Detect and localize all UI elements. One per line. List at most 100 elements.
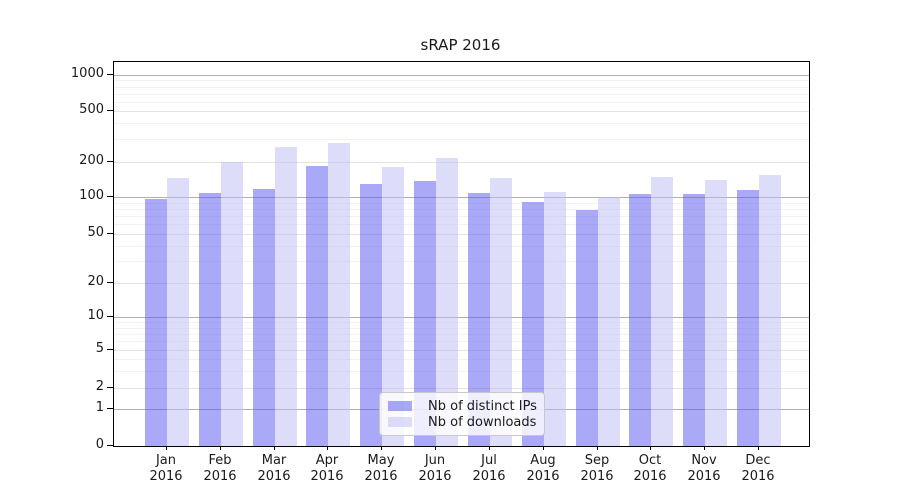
y-tick-mark-500 xyxy=(107,110,113,111)
y-tick-label-2: 2 xyxy=(95,379,104,394)
y-tick-mark-0 xyxy=(107,445,113,446)
gridline-600 xyxy=(114,102,809,103)
gridline-30 xyxy=(114,261,809,262)
gridline-80 xyxy=(114,209,809,210)
bar-s0-may xyxy=(360,184,382,446)
legend-label-distinct-ips: Nb of distinct IPs xyxy=(428,398,537,414)
legend-label-downloads: Nb of downloads xyxy=(428,414,537,430)
gridline-6 xyxy=(114,341,809,342)
gridline-2 xyxy=(114,388,809,389)
gridline-300 xyxy=(114,139,809,140)
gridline-4 xyxy=(114,359,809,360)
x-tick-label-sep: Sep 2016 xyxy=(580,453,614,484)
y-tick-label-10: 10 xyxy=(87,308,104,323)
bar-s0-sep xyxy=(576,210,598,446)
y-tick-label-5: 5 xyxy=(95,341,104,356)
gridline-400 xyxy=(114,123,809,124)
bar-s0-jun xyxy=(414,181,436,446)
gridline-9 xyxy=(114,322,809,323)
x-tick-label-oct: Oct 2016 xyxy=(633,453,667,484)
x-tick-mark-nov xyxy=(704,446,705,450)
y-tick-label-1: 1 xyxy=(95,400,104,415)
gridline-5 xyxy=(114,350,809,351)
y-tick-mark-200 xyxy=(107,161,113,162)
bar-s1-jun xyxy=(436,158,458,446)
gridline-60 xyxy=(114,224,809,225)
gridline-70 xyxy=(114,216,809,217)
x-tick-label-dec: Dec 2016 xyxy=(741,453,775,484)
bar-s1-nov xyxy=(705,180,727,446)
bar-s1-mar xyxy=(275,147,297,446)
gridline-800 xyxy=(114,87,809,88)
x-tick-mark-may xyxy=(381,446,382,450)
x-tick-mark-jul xyxy=(489,446,490,450)
bar-s0-mar xyxy=(253,189,275,446)
gridline-50 xyxy=(114,234,809,235)
x-tick-label-may: May 2016 xyxy=(364,453,398,484)
gridline-900 xyxy=(114,80,809,81)
x-tick-mark-apr xyxy=(327,446,328,450)
gridline-40 xyxy=(114,246,809,247)
bar-s1-feb xyxy=(221,162,243,446)
y-tick-mark-100 xyxy=(107,196,113,197)
y-tick-label-500: 500 xyxy=(79,102,104,117)
x-tick-label-jan: Jan 2016 xyxy=(149,453,183,484)
y-tick-mark-2 xyxy=(107,387,113,388)
bar-s1-jul xyxy=(490,178,512,446)
y-tick-label-200: 200 xyxy=(79,153,104,168)
x-tick-mark-mar xyxy=(274,446,275,450)
bar-s0-jan xyxy=(145,199,167,446)
y-tick-mark-10 xyxy=(107,316,113,317)
x-tick-mark-jan xyxy=(166,446,167,450)
plot-area: Nb of distinct IPs Nb of downloads xyxy=(113,61,810,447)
x-tick-label-nov: Nov 2016 xyxy=(687,453,721,484)
gridline-500 xyxy=(114,111,809,112)
y-tick-mark-20 xyxy=(107,282,113,283)
gridline-700 xyxy=(114,94,809,95)
legend-item-distinct-ips: Nb of distinct IPs xyxy=(388,398,537,414)
y-tick-label-100: 100 xyxy=(79,188,104,203)
bar-s1-aug xyxy=(544,192,566,446)
x-tick-label-jun: Jun 2016 xyxy=(418,453,452,484)
y-tick-mark-5 xyxy=(107,349,113,350)
chart-title: sRAP 2016 xyxy=(420,36,501,54)
gridline-3 xyxy=(114,371,809,372)
gridline-8 xyxy=(114,328,809,329)
bar-s0-aug xyxy=(522,202,544,446)
bar-s0-nov xyxy=(683,194,705,446)
bar-s0-apr xyxy=(306,166,328,446)
y-tick-label-50: 50 xyxy=(87,225,104,240)
gridline-10 xyxy=(114,317,809,318)
x-tick-mark-dec xyxy=(758,446,759,450)
bar-s1-jan xyxy=(167,178,189,446)
x-tick-label-apr: Apr 2016 xyxy=(310,453,344,484)
x-tick-label-feb: Feb 2016 xyxy=(203,453,237,484)
y-tick-label-1000: 1000 xyxy=(70,66,104,81)
bar-s0-oct xyxy=(629,194,651,446)
bar-s0-dec xyxy=(737,190,759,446)
legend-swatch-downloads-icon xyxy=(388,417,412,427)
y-tick-mark-1 xyxy=(107,408,113,409)
y-tick-mark-1000 xyxy=(107,74,113,75)
bar-s1-may xyxy=(382,167,404,446)
bar-s1-sep xyxy=(598,197,620,446)
gridline-1000 xyxy=(114,75,809,76)
y-tick-label-0: 0 xyxy=(95,437,104,452)
x-tick-mark-aug xyxy=(543,446,544,450)
gridline-7 xyxy=(114,334,809,335)
x-tick-mark-feb xyxy=(220,446,221,450)
bar-s0-feb xyxy=(199,193,221,446)
gridline-90 xyxy=(114,203,809,204)
x-tick-mark-jun xyxy=(435,446,436,450)
x-tick-label-jul: Jul 2016 xyxy=(472,453,506,484)
gridline-100 xyxy=(114,197,809,198)
x-tick-label-aug: Aug 2016 xyxy=(526,453,560,484)
bar-s1-oct xyxy=(651,177,673,446)
gridline-200 xyxy=(114,162,809,163)
legend: Nb of distinct IPs Nb of downloads xyxy=(379,392,545,436)
legend-item-downloads: Nb of downloads xyxy=(388,414,536,430)
bar-s1-dec xyxy=(759,175,781,446)
y-tick-label-20: 20 xyxy=(87,274,104,289)
legend-swatch-distinct-ips-icon xyxy=(388,401,412,411)
